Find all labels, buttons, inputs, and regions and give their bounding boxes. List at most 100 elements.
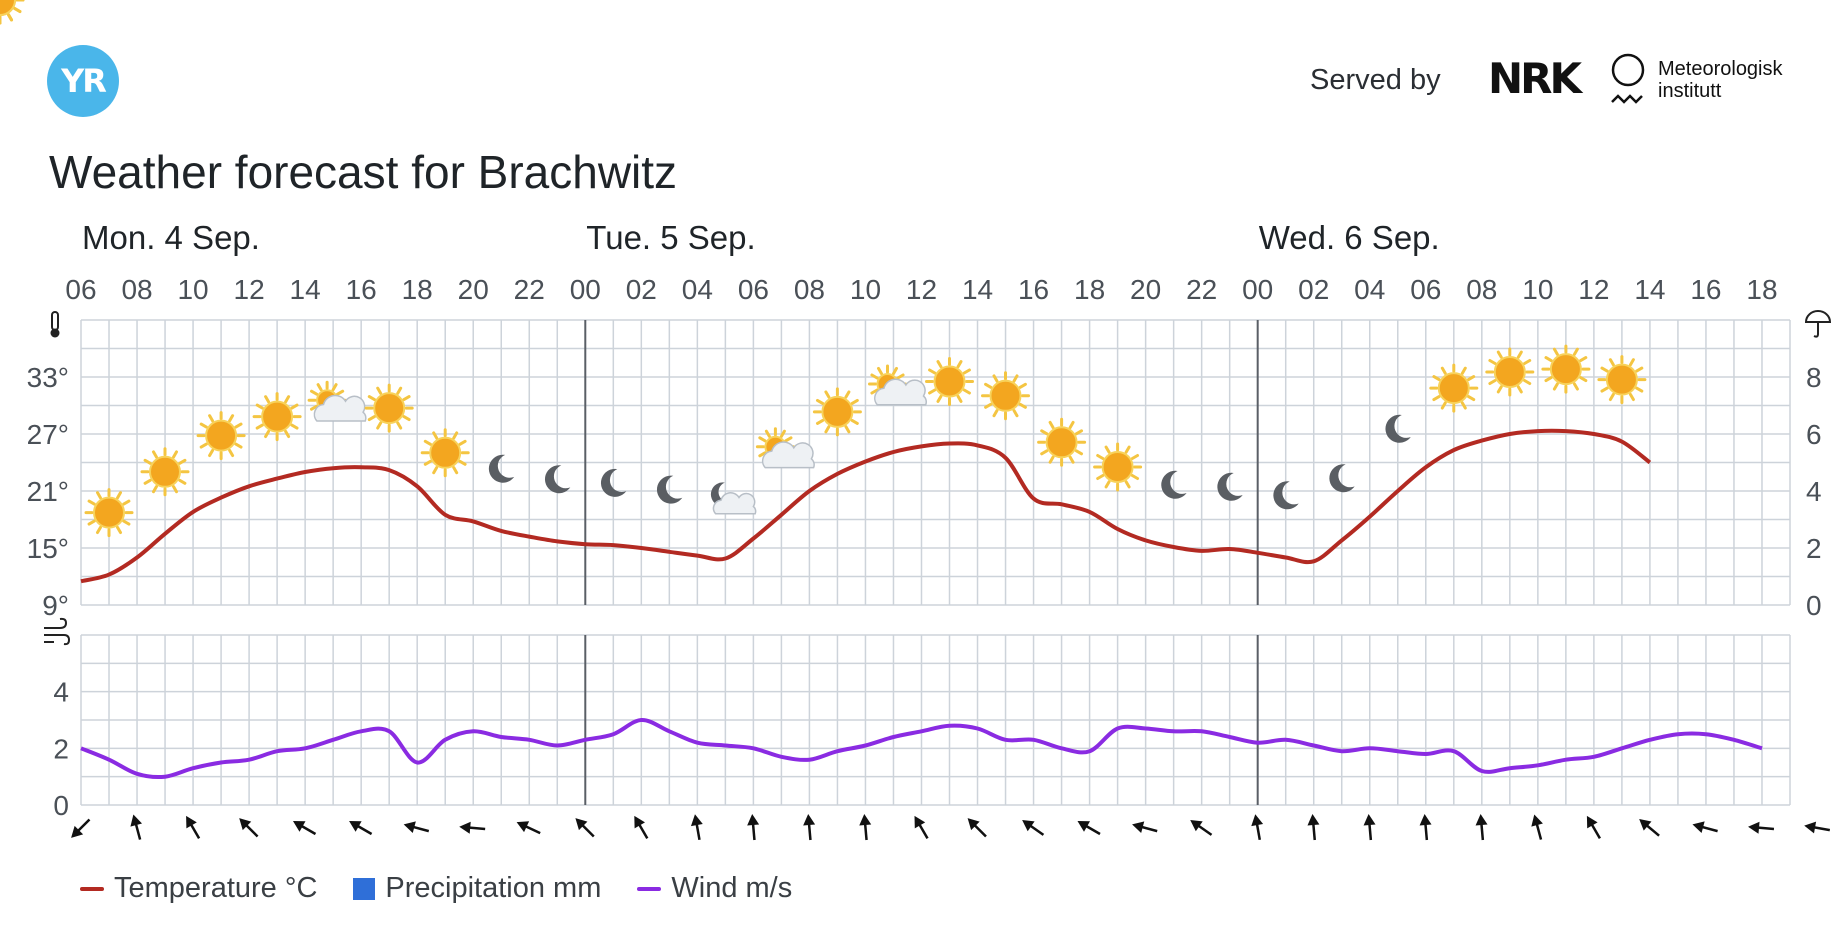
sun-ray bbox=[1488, 359, 1497, 365]
sun-ray bbox=[956, 360, 963, 369]
sun-ray bbox=[1552, 347, 1559, 356]
wind-arrow bbox=[1022, 819, 1045, 836]
wind-panel-grid bbox=[80, 634, 1791, 806]
wind-arrow-head bbox=[516, 821, 530, 833]
hour-tick-label: 20 bbox=[1130, 274, 1161, 305]
sun-ray bbox=[432, 431, 439, 440]
sun-ray bbox=[143, 458, 152, 465]
hour-tick-label: 06 bbox=[1410, 274, 1441, 305]
wind-arrow bbox=[349, 821, 373, 836]
moon-symbol bbox=[656, 475, 683, 504]
precipitation-tick-label: 8 bbox=[1806, 362, 1822, 393]
cloud-shape bbox=[874, 378, 927, 406]
sun-disc bbox=[933, 365, 966, 398]
sun-rays bbox=[84, 488, 134, 538]
temperature-tick-label: 33° bbox=[27, 362, 69, 393]
sun-rays bbox=[1429, 363, 1479, 413]
sun-symbol bbox=[1597, 355, 1647, 405]
hour-tick-label: 02 bbox=[1298, 274, 1329, 305]
wind-tick-label: 4 bbox=[53, 677, 69, 708]
wind-arrow-head bbox=[239, 818, 252, 831]
wind-icon bbox=[44, 617, 71, 646]
moon-small bbox=[710, 482, 733, 507]
sun-ray bbox=[255, 403, 264, 410]
legend-wind: Wind m/s bbox=[637, 872, 792, 905]
sun-disc bbox=[1045, 426, 1078, 459]
sun-ray bbox=[962, 388, 971, 395]
wind-arrow-head bbox=[130, 814, 143, 827]
wind-arrow-head bbox=[859, 814, 872, 826]
wind-arrow-head bbox=[459, 821, 471, 834]
sun-ray bbox=[234, 422, 243, 429]
sun-ray bbox=[1572, 347, 1579, 356]
sun-ray bbox=[452, 431, 459, 440]
wind-arrow-head bbox=[575, 818, 588, 831]
yr-logo[interactable]: YR bbox=[47, 45, 119, 117]
wind-arrow-head bbox=[1363, 814, 1376, 826]
sun-ray bbox=[1096, 474, 1105, 480]
sun-ray bbox=[13, 7, 22, 13]
wind-arrow bbox=[1419, 814, 1432, 841]
sun-ray bbox=[432, 466, 439, 475]
wind-arrow-head bbox=[1586, 815, 1598, 829]
hour-tick-label: 12 bbox=[234, 274, 265, 305]
wind-arrow bbox=[1748, 821, 1775, 834]
sun-ray bbox=[1012, 409, 1019, 418]
sun-ray bbox=[1068, 455, 1075, 464]
sun-ray bbox=[178, 478, 187, 485]
moon-cloud-symbol bbox=[710, 482, 757, 515]
sun-ray bbox=[1012, 374, 1019, 383]
sun-ray bbox=[208, 414, 215, 423]
sun-ray bbox=[850, 398, 859, 405]
wind-arrow-head bbox=[1190, 819, 1203, 832]
sun-ray bbox=[228, 414, 235, 423]
sun-ray bbox=[402, 415, 411, 422]
sun-ray bbox=[452, 466, 459, 475]
nrk-logo[interactable]: NRK bbox=[1488, 54, 1582, 103]
sun-ray bbox=[234, 442, 243, 449]
sun-ray bbox=[1068, 420, 1075, 430]
sun-ray bbox=[824, 390, 831, 399]
sun-ray bbox=[984, 402, 993, 409]
moon-shape bbox=[600, 468, 627, 497]
sun-ray bbox=[116, 491, 122, 500]
wind-arrow bbox=[967, 818, 987, 838]
sun-ray bbox=[1544, 376, 1553, 383]
sun-symbol bbox=[1485, 347, 1535, 397]
sun-ray bbox=[335, 389, 345, 396]
moon-symbol bbox=[488, 454, 515, 483]
hour-tick-label: 08 bbox=[121, 274, 152, 305]
temperature-tick-label: 27° bbox=[27, 419, 69, 450]
wind-arrow-head bbox=[634, 815, 645, 829]
wind-arrow bbox=[1692, 821, 1718, 834]
wind-arrow-head bbox=[914, 815, 926, 829]
sun-ray bbox=[1074, 429, 1084, 436]
sun-ray bbox=[956, 394, 963, 403]
sun-ray bbox=[458, 439, 467, 446]
day-label: Tue. 5 Sep. bbox=[586, 219, 755, 256]
sun-ray bbox=[1130, 454, 1140, 460]
sun-disc bbox=[205, 419, 238, 452]
sun-ray bbox=[896, 373, 905, 380]
moon-shape bbox=[710, 482, 733, 507]
met-institute-logo[interactable]: Meteorologisk institutt bbox=[1658, 58, 1783, 102]
sun-ray bbox=[877, 366, 883, 376]
sun-ray bbox=[1018, 402, 1027, 409]
sun-ray bbox=[1124, 480, 1131, 489]
sun-ray bbox=[122, 499, 131, 506]
hour-tick-label: 22 bbox=[1186, 274, 1217, 305]
sun-ray bbox=[290, 423, 299, 430]
cloud-shape bbox=[313, 394, 367, 422]
wind-arrow-head bbox=[1804, 821, 1817, 834]
thermometer-tube bbox=[51, 311, 59, 331]
wind-arrow bbox=[292, 821, 317, 836]
sun-ray bbox=[936, 360, 943, 369]
sun-ray bbox=[1516, 385, 1523, 394]
wind-arrow bbox=[403, 821, 430, 834]
sun-ray bbox=[992, 409, 999, 418]
thermometer-icon bbox=[50, 311, 60, 338]
wind-arrow bbox=[239, 818, 259, 838]
hour-tick-label: 14 bbox=[962, 274, 993, 305]
hour-tick-label: 16 bbox=[346, 274, 377, 305]
